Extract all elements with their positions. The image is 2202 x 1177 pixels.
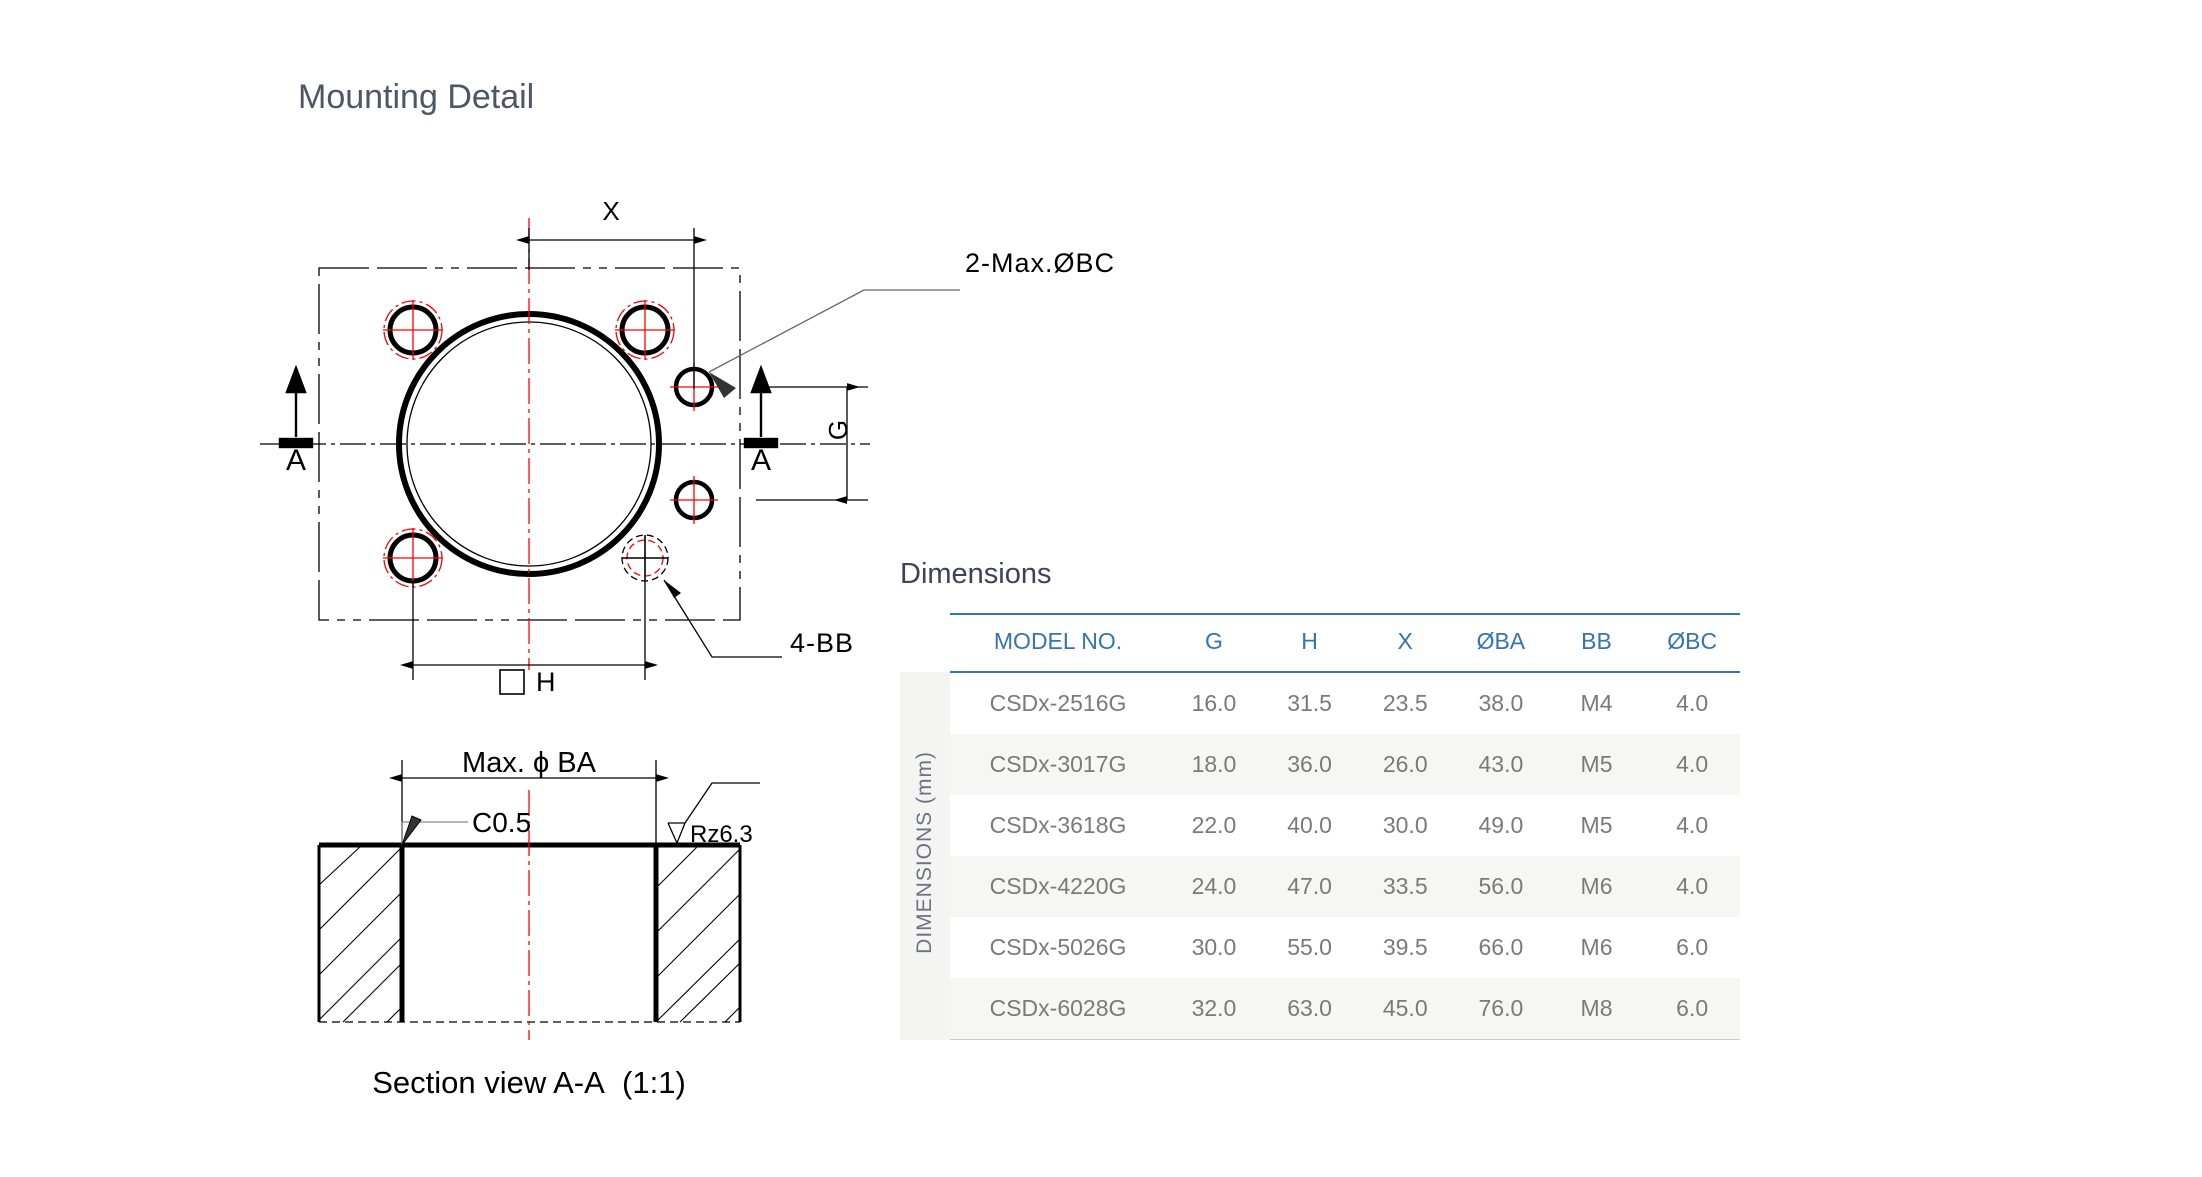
svg-text:2-Max.ØBC: 2-Max.ØBC [965,248,1115,278]
svg-text:4-BB: 4-BB [790,628,854,658]
svg-text:Rz6.3: Rz6.3 [690,821,753,848]
svg-text:Section view A-A (1:1): Section view A-A (1:1) [372,1065,686,1100]
svg-text:G: G [823,420,853,440]
svg-text:A: A [751,444,771,477]
svg-text:C0.5: C0.5 [472,807,531,838]
svg-text:A: A [286,444,306,477]
svg-text:Max. ϕ BA: Max. ϕ BA [462,747,597,779]
svg-text:X: X [602,196,619,226]
svg-text:H: H [536,667,556,697]
